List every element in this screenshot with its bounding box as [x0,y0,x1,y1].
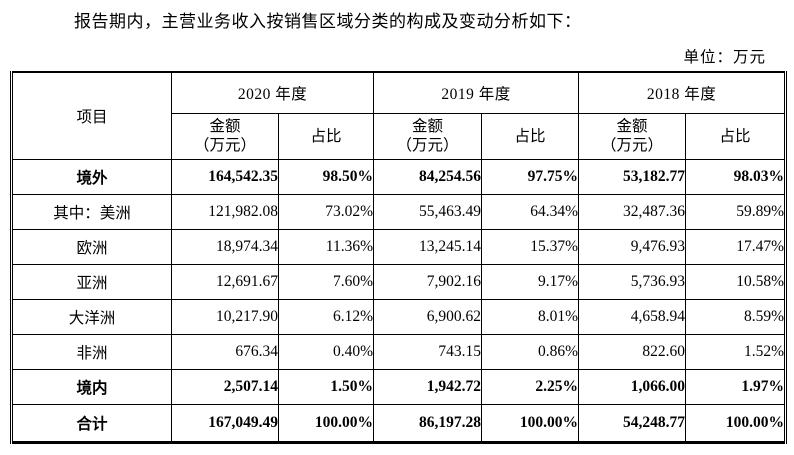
amount-2018: 54,248.77 [578,403,687,443]
ratio-2020: 1.50% [277,368,375,405]
header-row-years: 项目 2020 年度 2019 年度 2018 年度 [11,71,787,160]
ratio-2018: 10.58% [685,263,787,300]
row-label: 境外 [11,158,172,195]
col-header-amount-2019: 金额 （万元） [373,112,483,160]
ratio-2018: 8.59% [685,298,787,335]
amount-2019: 55,463.49 [373,193,483,230]
ratio-2018: 98.03% [685,158,787,195]
col-header-year-2019: 2019 年度 [373,71,580,114]
row-label: 亚洲 [11,263,172,300]
ratio-2020: 98.50% [277,158,375,195]
ratio-2020: 6.12% [277,298,375,335]
ratio-2018: 59.89% [685,193,787,230]
ratio-2019: 0.86% [481,333,580,370]
col-header-item: 项目 [11,71,172,160]
table-row-europe: 欧洲 18,974.34 11.36% 13,245.14 15.37% 9,4… [11,228,787,265]
amount-header-line2: （万元） [396,137,459,154]
amount-2018: 4,658.94 [578,298,687,335]
ratio-2019: 97.75% [481,158,580,195]
amount-2019: 1,942.72 [373,368,483,405]
ratio-2018: 17.47% [685,228,787,265]
ratio-2019: 15.37% [481,228,580,265]
ratio-2019: 64.34% [481,193,580,230]
col-header-amount-2018: 金额 （万元） [578,112,687,160]
amount-2020: 10,217.90 [171,298,279,335]
row-label: 非洲 [11,333,172,370]
col-header-year-2018: 2018 年度 [578,71,787,114]
col-header-ratio-2018: 占比 [685,112,787,160]
amount-2020: 18,974.34 [171,228,279,265]
amount-2020: 12,691.67 [171,263,279,300]
amount-2020: 2,507.14 [171,368,279,405]
amount-2018: 1,066.00 [578,368,687,405]
col-header-year-2020: 2020 年度 [170,71,375,114]
ratio-2020: 0.40% [277,333,375,370]
unit-label: 单位：万元 [683,49,766,66]
amount-header-line1: 金额 [616,118,648,135]
ratio-2020: 100.00% [277,403,375,443]
ratio-2020: 11.36% [277,228,375,265]
table-row-americas: 其中：美洲 121,982.08 73.02% 55,463.49 64.34%… [11,193,787,230]
amount-2019: 6,900.62 [373,298,483,335]
ratio-2019: 100.00% [481,403,580,443]
ratio-2018: 1.97% [685,368,787,405]
row-label: 其中：美洲 [11,193,172,230]
amount-2019: 7,902.16 [373,263,483,300]
ratio-2019: 2.25% [481,368,580,405]
table-row-domestic: 境内 2,507.14 1.50% 1,942.72 2.25% 1,066.0… [11,368,787,405]
amount-header-line1: 金额 [209,118,241,135]
amount-header-line1: 金额 [412,118,444,135]
amount-header-line2: （万元） [601,137,664,154]
col-header-amount-2020: 金额 （万元） [171,112,279,160]
intro-paragraph: 报告期内，主营业务收入按销售区域分类的构成及变动分析如下： [74,12,582,31]
col-header-ratio-2019: 占比 [481,112,580,160]
col-header-ratio-2020: 占比 [277,112,375,160]
table-row-oceania: 大洋洲 10,217.90 6.12% 6,900.62 8.01% 4,658… [11,298,787,335]
table-row-overseas: 境外 164,542.35 98.50% 84,254.56 97.75% 53… [11,158,787,195]
amount-2019: 86,197.28 [373,403,483,443]
amount-2020: 121,982.08 [171,193,279,230]
row-label: 大洋洲 [11,298,172,335]
ratio-2019: 9.17% [481,263,580,300]
amount-2018: 32,487.36 [578,193,687,230]
row-label: 合计 [11,403,172,443]
amount-2020: 676.34 [171,333,279,370]
table-row-total: 合计 167,049.49 100.00% 86,197.28 100.00% … [11,403,787,443]
row-label: 境内 [11,368,172,405]
ratio-2018: 1.52% [685,333,787,370]
amount-2018: 9,476.93 [578,228,687,265]
amount-2019: 743.15 [373,333,483,370]
ratio-2018: 100.00% [685,403,787,443]
amount-header-line2: （万元） [193,137,256,154]
amount-2020: 164,542.35 [171,158,279,195]
table-row-asia: 亚洲 12,691.67 7.60% 7,902.16 9.17% 5,736.… [11,263,787,300]
ratio-2020: 73.02% [277,193,375,230]
amount-2018: 5,736.93 [578,263,687,300]
amount-2020: 167,049.49 [171,403,279,443]
table-row-africa: 非洲 676.34 0.40% 743.15 0.86% 822.60 1.52… [11,333,787,370]
ratio-2020: 7.60% [277,263,375,300]
amount-2018: 53,182.77 [578,158,687,195]
row-label: 欧洲 [11,228,172,265]
ratio-2019: 8.01% [481,298,580,335]
amount-2019: 84,254.56 [373,158,483,195]
header-row-subcolumns: 金额 （万元） 占比 金额 （万元） 占比 金额 （万元） 占比 [12,112,787,160]
amount-2019: 13,245.14 [373,228,483,265]
revenue-by-region-table: 项目 2020 年度 2019 年度 2018 年度 金额 （万元） 占比 金额… [10,71,788,444]
amount-2018: 822.60 [578,333,687,370]
